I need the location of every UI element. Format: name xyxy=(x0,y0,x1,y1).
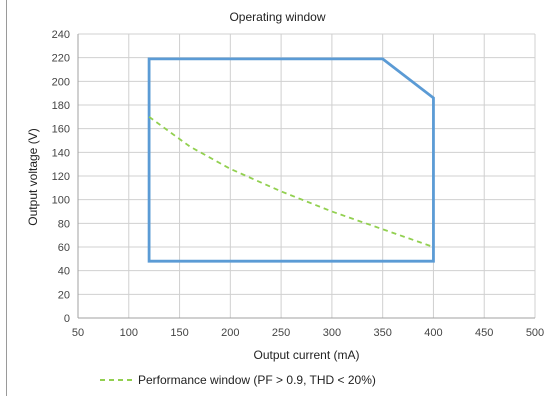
y-tick-label: 140 xyxy=(52,147,70,159)
legend-swatch-dashed xyxy=(100,379,132,381)
legend: Performance window (PF > 0.9, THD < 20%) xyxy=(98,372,376,388)
performance-window-line xyxy=(148,116,434,248)
y-tick-label: 100 xyxy=(52,195,70,207)
series-layer xyxy=(147,57,435,263)
y-tick-label: 20 xyxy=(58,289,70,301)
y-tick-label: 220 xyxy=(52,53,70,65)
x-axis-label: Output current (mA) xyxy=(253,348,360,362)
x-tick-label: 450 xyxy=(475,327,493,339)
x-tick-label: 500 xyxy=(526,327,544,339)
chart-title: Operating window xyxy=(229,10,326,24)
y-tick-label: 200 xyxy=(52,76,70,88)
operating-window-outline xyxy=(147,57,435,263)
y-tick-label: 60 xyxy=(58,242,70,254)
y-tick-label: 160 xyxy=(52,124,70,136)
y-tick-label: 180 xyxy=(52,100,70,112)
y-axis-label: Output voltage (V) xyxy=(26,128,40,226)
y-tick-label: 240 xyxy=(52,29,70,41)
x-tick-label: 300 xyxy=(323,327,341,339)
x-tick-label: 350 xyxy=(373,327,391,339)
x-tick-label: 200 xyxy=(221,327,239,339)
legend-label: Performance window (PF > 0.9, THD < 20%) xyxy=(138,373,376,387)
x-tick-label: 50 xyxy=(72,327,84,339)
y-tick-label: 120 xyxy=(52,171,70,183)
tick-labels: 50 100 150 200 250 300 350 400 450 500 0 20 40 60 80 10… xyxy=(52,29,545,339)
y-tick-label: 80 xyxy=(58,218,70,230)
grid xyxy=(77,33,536,319)
x-tick-label: 250 xyxy=(272,327,290,339)
y-tick-label: 0 xyxy=(64,313,70,325)
x-tick-label: 400 xyxy=(424,327,442,339)
left-divider xyxy=(6,0,7,396)
x-tick-label: 100 xyxy=(120,327,138,339)
y-tick-label: 40 xyxy=(58,266,70,278)
axes xyxy=(77,34,535,319)
x-tick-label: 150 xyxy=(170,327,188,339)
